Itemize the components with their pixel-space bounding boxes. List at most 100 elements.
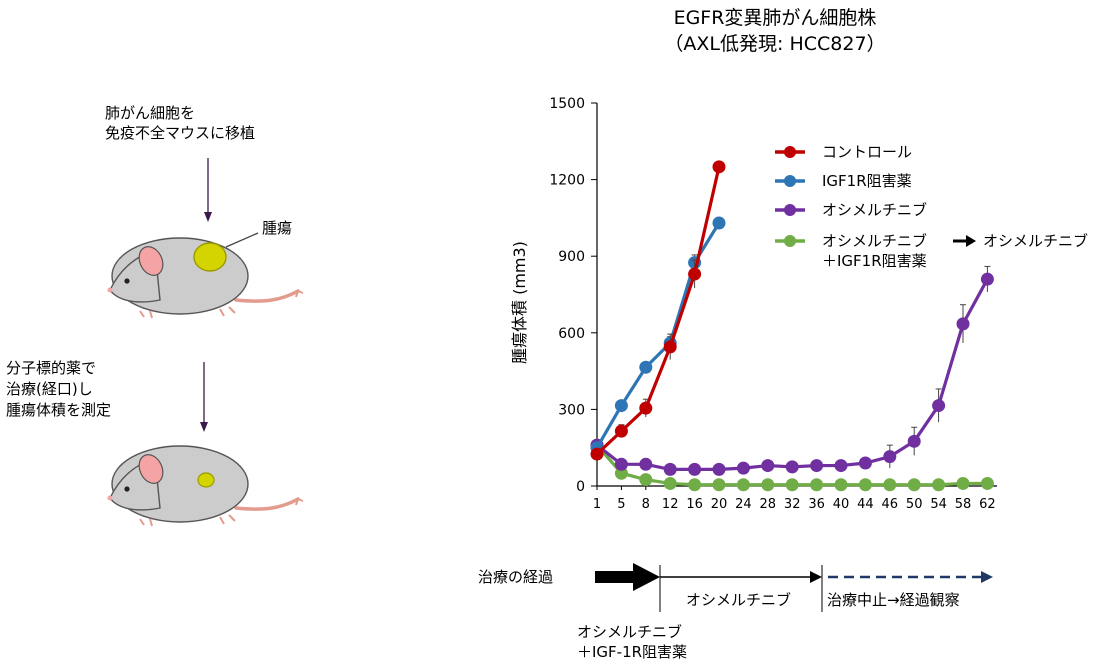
data-point <box>834 459 848 473</box>
x-tick-label: 62 <box>979 497 996 512</box>
x-tick-label: 24 <box>735 497 752 512</box>
timeline-arrows <box>595 563 993 612</box>
data-point <box>980 476 994 490</box>
x-tick-label: 36 <box>808 497 825 512</box>
series-line <box>595 166 721 456</box>
step1-line2: 免疫不全マウスに移植 <box>105 124 256 142</box>
data-point <box>663 462 677 476</box>
chart-series <box>590 160 994 492</box>
timeline-phase2: オシメルチニブ <box>686 591 792 609</box>
data-point <box>761 459 775 473</box>
y-tick-label: 900 <box>558 249 585 265</box>
timeline-phase3: 治療中止→経過観察 <box>827 591 960 609</box>
data-point <box>590 447 604 461</box>
x-tick-label: 28 <box>760 497 777 512</box>
data-point <box>785 478 799 492</box>
data-point <box>614 457 628 471</box>
mouse-top <box>107 232 304 319</box>
data-point <box>712 160 726 174</box>
tumor-large <box>193 242 227 272</box>
legend-label-combo-line2: ＋IGF1R阻害薬 <box>822 252 927 270</box>
chart-title-line1: EGFR変異肺がん細胞株 <box>673 7 877 29</box>
data-point <box>614 399 628 413</box>
data-point <box>956 476 970 490</box>
legend-switch-label: オシメルチニブ <box>983 232 1089 250</box>
data-point <box>834 478 848 492</box>
data-point <box>712 478 726 492</box>
tumor-small <box>197 472 215 488</box>
x-axis-ticks: 1 5 8 12 16 20 24 28 32 36 40 44 46 50 54 58 62 <box>593 486 996 512</box>
data-point <box>883 478 897 492</box>
legend-label-igf1r: IGF1R阻害薬 <box>822 172 912 190</box>
x-tick-label: 16 <box>686 497 703 512</box>
data-point <box>688 478 702 492</box>
series-group <box>590 438 994 492</box>
data-point <box>712 462 726 476</box>
x-tick-label: 50 <box>906 497 923 512</box>
data-point <box>858 478 872 492</box>
tumor-label: 腫瘍 <box>262 219 293 237</box>
x-tick-label: 58 <box>955 497 972 512</box>
legend-label-osimertinib: オシメルチニブ <box>822 201 928 219</box>
y-axis-ticks: 0 300 600 900 1200 1500 <box>549 96 597 495</box>
timeline-label: 治療の経過 <box>478 568 554 586</box>
data-point <box>736 478 750 492</box>
data-point <box>980 272 994 286</box>
y-tick-label: 600 <box>558 326 585 342</box>
legend-label-combo-line1: オシメルチニブ <box>822 232 928 250</box>
data-point <box>688 267 702 281</box>
x-tick-label: 8 <box>642 497 650 512</box>
x-tick-label: 5 <box>617 497 625 512</box>
x-tick-label: 44 <box>857 497 874 512</box>
data-point <box>932 399 946 413</box>
timeline-phase1-line1: オシメルチニブ <box>577 623 683 641</box>
y-axis-label: 腫瘍体積 (mm3) <box>510 241 529 364</box>
data-point <box>956 317 970 331</box>
data-point <box>907 478 921 492</box>
y-tick-label: 1200 <box>549 173 585 189</box>
series-group <box>590 265 994 476</box>
data-point <box>639 401 653 415</box>
data-point <box>614 424 628 438</box>
data-point <box>614 466 628 480</box>
data-point <box>639 473 653 487</box>
data-point <box>712 216 726 230</box>
legend-markers <box>775 146 976 247</box>
data-point <box>810 478 824 492</box>
step1-line1: 肺がん細胞を <box>105 104 196 122</box>
chart-axes <box>596 103 997 487</box>
x-tick-label: 1 <box>593 497 601 512</box>
step2-line2: 治療(経口)し <box>6 380 93 398</box>
series-group <box>590 216 726 455</box>
chart-title-line2: （AXL低発現: HCC827） <box>664 33 886 55</box>
step2-line1: 分子標的薬で <box>6 359 97 377</box>
timeline-phase1-line2: ＋IGF-1R阻害薬 <box>577 643 688 661</box>
data-point <box>785 460 799 474</box>
x-tick-label: 32 <box>784 497 801 512</box>
series-line <box>595 222 721 449</box>
data-point <box>932 478 946 492</box>
data-point <box>761 478 775 492</box>
y-tick-label: 300 <box>558 402 585 418</box>
data-point <box>639 457 653 471</box>
data-point <box>858 456 872 470</box>
series-line <box>596 278 989 472</box>
x-tick-label: 20 <box>711 497 728 512</box>
step2-line3: 腫瘍体積を測定 <box>6 401 112 419</box>
data-point <box>736 461 750 475</box>
data-point <box>639 360 653 374</box>
data-point <box>907 434 921 448</box>
data-point <box>810 459 824 473</box>
legend-label-control: コントロール <box>822 143 913 161</box>
mouse-bottom <box>107 445 304 527</box>
x-tick-label: 12 <box>662 497 679 512</box>
data-point <box>663 476 677 490</box>
y-tick-label: 1500 <box>549 96 585 112</box>
x-tick-label: 54 <box>930 497 947 512</box>
x-tick-label: 40 <box>833 497 850 512</box>
y-tick-label: 0 <box>576 479 585 495</box>
series-group <box>590 160 726 461</box>
data-point <box>688 462 702 476</box>
x-tick-label: 46 <box>882 497 899 512</box>
